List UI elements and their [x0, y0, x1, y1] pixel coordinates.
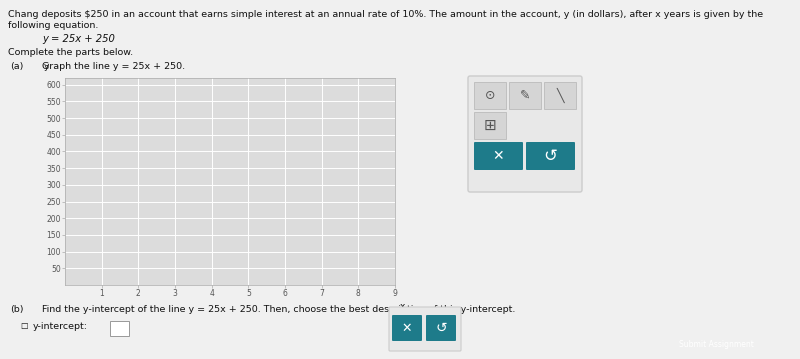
Text: x: x: [400, 302, 405, 311]
FancyBboxPatch shape: [468, 76, 582, 192]
FancyBboxPatch shape: [526, 142, 575, 170]
Text: Find the y-intercept of the line y = 25x + 250. Then, choose the best descriptio: Find the y-intercept of the line y = 25x…: [42, 305, 515, 314]
Text: Complete the parts below.: Complete the parts below.: [8, 48, 133, 57]
FancyBboxPatch shape: [474, 112, 506, 139]
Text: ╲: ╲: [556, 88, 564, 103]
Text: (a): (a): [10, 62, 23, 71]
FancyBboxPatch shape: [474, 82, 506, 109]
FancyBboxPatch shape: [426, 315, 456, 341]
Text: ✎: ✎: [520, 89, 530, 102]
FancyBboxPatch shape: [474, 142, 523, 170]
Text: Graph the line y = 25x + 250.: Graph the line y = 25x + 250.: [42, 62, 185, 71]
FancyBboxPatch shape: [392, 315, 422, 341]
Text: ↺: ↺: [435, 321, 447, 335]
Text: (b): (b): [10, 305, 23, 314]
Text: y = 25x + 250: y = 25x + 250: [42, 34, 115, 44]
Text: following equation.: following equation.: [8, 21, 98, 30]
Text: Chang deposits $250 in an account that earns simple interest at an annual rate o: Chang deposits $250 in an account that e…: [8, 10, 763, 19]
Text: ⊞: ⊞: [484, 118, 496, 133]
Text: Submit Assignment: Submit Assignment: [679, 340, 754, 349]
Text: ⊙: ⊙: [485, 89, 495, 102]
FancyBboxPatch shape: [389, 307, 461, 351]
Text: y: y: [44, 62, 50, 71]
Text: ☐: ☐: [20, 322, 27, 331]
Text: y-intercept:: y-intercept:: [33, 322, 88, 331]
FancyBboxPatch shape: [544, 82, 576, 109]
FancyBboxPatch shape: [110, 321, 129, 336]
Text: ✕: ✕: [402, 322, 412, 335]
Text: ↺: ↺: [543, 147, 558, 165]
Text: ✕: ✕: [493, 149, 504, 163]
FancyBboxPatch shape: [509, 82, 541, 109]
